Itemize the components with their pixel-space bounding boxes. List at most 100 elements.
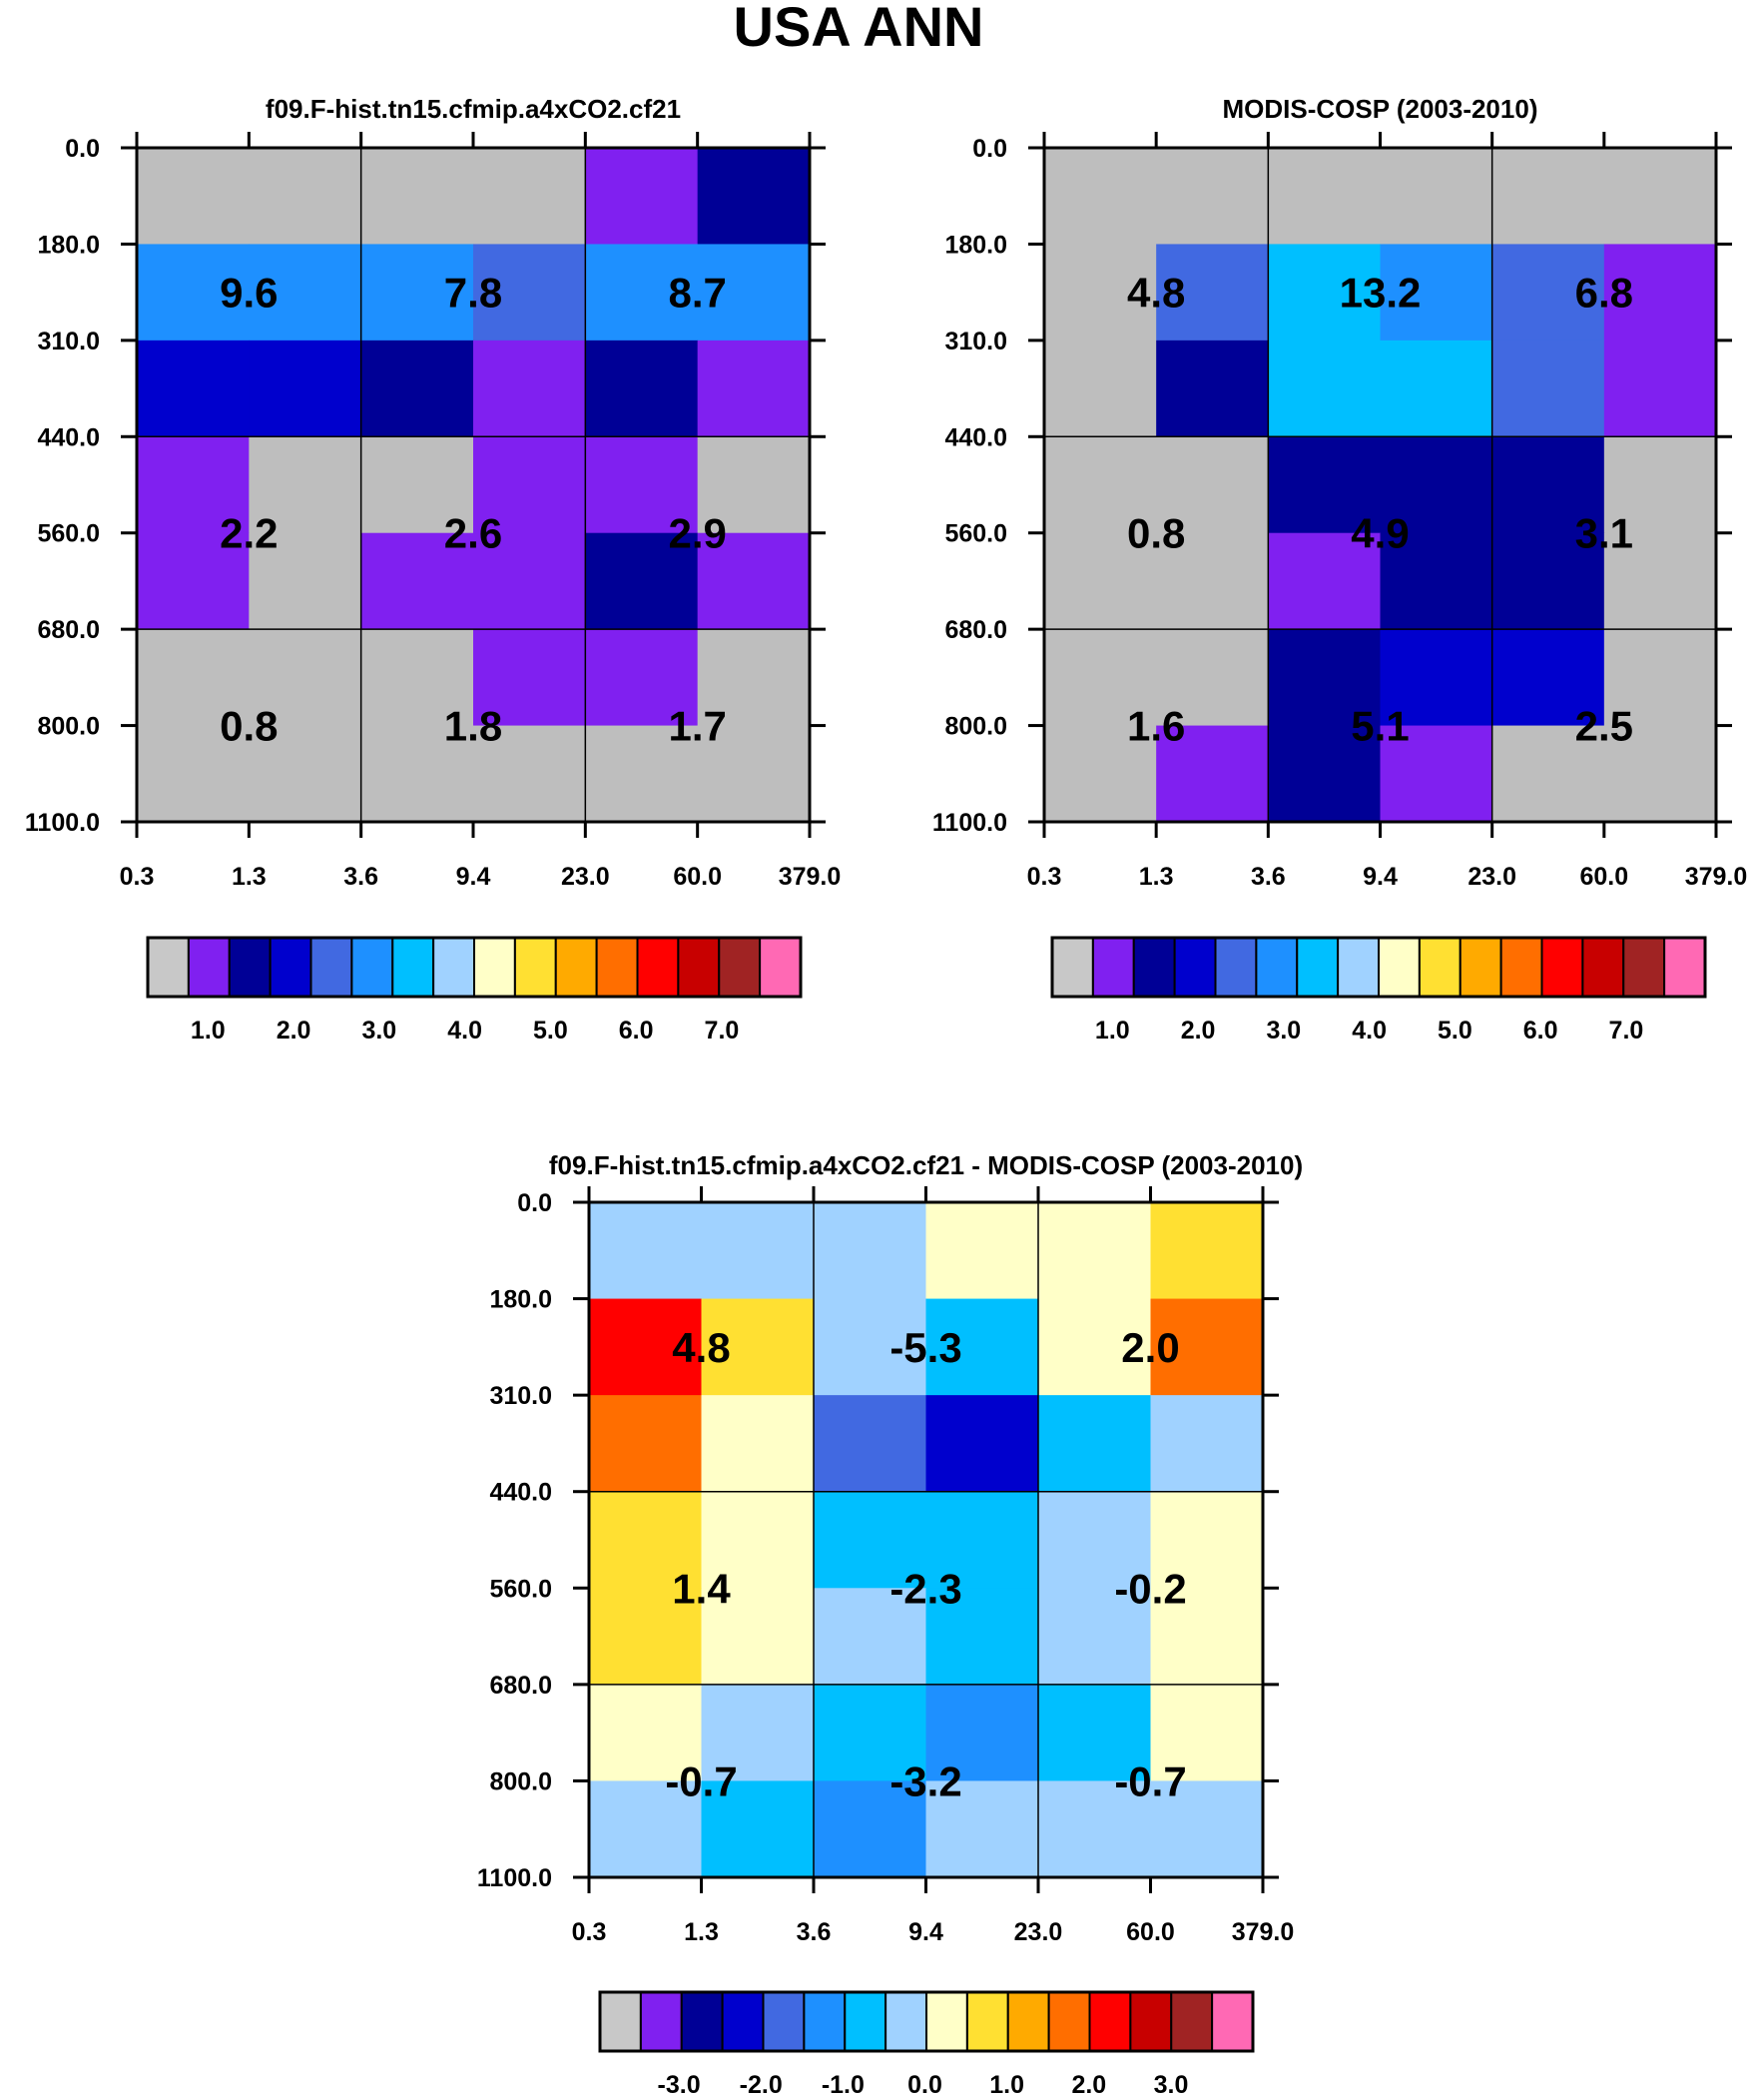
- heatmap-cell: [1156, 148, 1269, 245]
- x-tick-label: 3.6: [797, 1918, 832, 1946]
- colorbar-box: [1132, 937, 1176, 998]
- heatmap-cell: [589, 1588, 702, 1686]
- colorbar-box: [884, 1991, 927, 2052]
- y-tick-label: 560.0: [37, 520, 100, 548]
- colorbar-label: 5.0: [1438, 1017, 1472, 1045]
- cell-value-label: 1.6: [1127, 703, 1185, 750]
- colorbar-box: [1418, 937, 1462, 998]
- heatmap-cell: [1156, 244, 1269, 342]
- heatmap-cell: [1156, 725, 1269, 823]
- heatmap-cell: [1044, 532, 1157, 630]
- y-tick-label: 440.0: [489, 1479, 552, 1507]
- colorbar-box: [513, 937, 557, 998]
- cell-value-label: -0.2: [1114, 1565, 1186, 1612]
- colorbar-box: [595, 937, 639, 998]
- heatmap-cell: [589, 1395, 702, 1493]
- colorbar-box: [1173, 937, 1217, 998]
- heatmap-cell: [1603, 436, 1717, 534]
- heatmap-cell: [1380, 340, 1493, 437]
- colorbar-box: [309, 937, 353, 998]
- cell-value-label: 4.8: [672, 1324, 730, 1371]
- y-tick-label: 180.0: [37, 231, 100, 259]
- x-tick-label: 60.0: [1579, 863, 1628, 891]
- y-tick-label: 310.0: [37, 328, 100, 355]
- heatmap-cell: [1603, 148, 1717, 245]
- cell-value-label: 2.9: [668, 510, 726, 557]
- y-tick-label: 800.0: [944, 713, 1007, 741]
- colorbar-box: [391, 937, 435, 998]
- heatmap-cell: [1268, 244, 1381, 342]
- y-tick-label: 800.0: [489, 1767, 552, 1795]
- y-tick-label: 310.0: [489, 1382, 552, 1410]
- heatmap-cell: [585, 436, 699, 534]
- heatmap-cell: [589, 1298, 702, 1396]
- heatmap-cell: [1491, 532, 1605, 630]
- heatmap-cell: [1268, 436, 1381, 534]
- heatmap-cell: [249, 436, 362, 534]
- colorbar-box: [721, 1991, 765, 2052]
- cell-value-label: -5.3: [889, 1324, 961, 1371]
- x-tick-label: 3.6: [1251, 863, 1286, 891]
- colorbar-label: 7.0: [705, 1017, 740, 1045]
- heatmap-cell: [1150, 1588, 1264, 1686]
- y-tick-label: 1100.0: [932, 809, 1007, 837]
- colorbar-box: [1091, 937, 1135, 998]
- heatmap-cell: [1156, 436, 1269, 534]
- heatmap-cell: [814, 1780, 926, 1878]
- heatmap-cell: [1150, 1395, 1264, 1493]
- colorbar-box: [762, 1991, 806, 2052]
- x-tick-label: 23.0: [561, 863, 610, 891]
- colorbar-box: [677, 937, 721, 998]
- colorbar-frame: [1050, 936, 1707, 999]
- panel-title: MODIS-COSP (2003-2010): [1223, 94, 1538, 124]
- heatmap-cell: [701, 1491, 815, 1589]
- y-tick-label: 0.0: [65, 135, 100, 163]
- cell-value-label: 1.4: [672, 1565, 731, 1612]
- heatmap-cell: [1603, 244, 1717, 342]
- heatmap-cell: [360, 436, 474, 534]
- heatmap-cell: [701, 1588, 815, 1686]
- panel-title: f09.F-hist.tn15.cfmip.a4xCO2.cf21: [266, 94, 681, 124]
- colorbar-label: 6.0: [619, 1017, 654, 1045]
- colorbar-box: [1006, 1991, 1050, 2052]
- cell-value-label: -0.7: [1114, 1757, 1186, 1804]
- heatmap-cell: [1268, 148, 1381, 245]
- colorbar-box: [269, 937, 312, 998]
- colorbar-label: 4.0: [447, 1017, 482, 1045]
- colorbar-box: [473, 937, 516, 998]
- colorbar-box: [147, 937, 190, 998]
- heatmap-cell: [701, 1780, 815, 1878]
- heatmap-cell: [249, 244, 362, 342]
- heatmap-cell: [697, 244, 811, 342]
- heatmap-cell: [1150, 1491, 1264, 1589]
- heatmap-cell: [1380, 629, 1493, 727]
- cell-value-label: -3.2: [889, 1757, 961, 1804]
- y-tick-label: 680.0: [489, 1672, 552, 1700]
- colorbar-box: [639, 1991, 683, 2052]
- panel-title: f09.F-hist.tn15.cfmip.a4xCO2.cf21 - MODI…: [549, 1150, 1303, 1180]
- x-tick-label: 60.0: [1126, 1918, 1175, 1946]
- heatmap-cell: [1268, 340, 1381, 437]
- colorbar-box: [1214, 937, 1258, 998]
- cell-value-label: 13.2: [1340, 270, 1422, 317]
- heatmap-cell: [249, 340, 362, 437]
- colorbar-box: [187, 937, 231, 998]
- heatmap-cell: [814, 1395, 926, 1493]
- heatmap-cell: [1038, 1491, 1151, 1589]
- colorbar-box: [1581, 937, 1625, 998]
- colorbar-label: 3.0: [361, 1017, 396, 1045]
- y-tick-label: 680.0: [944, 616, 1007, 644]
- colorbar-box: [1088, 1991, 1132, 2052]
- heatmap-cell: [473, 148, 586, 245]
- heatmap-cell: [925, 1491, 1039, 1589]
- colorbar-box: [1047, 1991, 1091, 2052]
- heatmap-cell: [1491, 340, 1605, 437]
- heatmap-cell: [137, 340, 250, 437]
- y-tick-label: 1100.0: [25, 809, 100, 837]
- heatmap-cell: [1038, 1780, 1151, 1878]
- colorbar-frame: [598, 1990, 1255, 2053]
- heatmap-cell: [1044, 436, 1157, 534]
- cell-value-label: 0.8: [1127, 510, 1185, 557]
- colorbar-box: [1255, 937, 1299, 998]
- heatmap-cell: [360, 340, 474, 437]
